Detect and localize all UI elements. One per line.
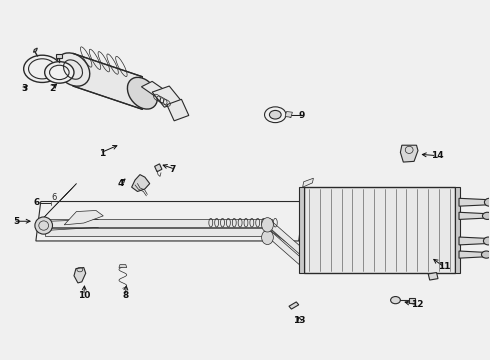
Polygon shape: [142, 81, 169, 99]
Ellipse shape: [35, 217, 52, 234]
Text: 6: 6: [51, 193, 56, 202]
Polygon shape: [74, 267, 86, 283]
Polygon shape: [132, 175, 150, 192]
Ellipse shape: [265, 107, 286, 123]
Ellipse shape: [391, 297, 400, 304]
Polygon shape: [428, 273, 438, 280]
Ellipse shape: [127, 77, 157, 109]
Polygon shape: [155, 164, 162, 172]
Ellipse shape: [270, 111, 281, 119]
Text: 2: 2: [49, 84, 55, 93]
Polygon shape: [167, 99, 189, 121]
Text: 5: 5: [13, 217, 19, 226]
Text: 12: 12: [411, 300, 424, 309]
Polygon shape: [409, 298, 415, 303]
Polygon shape: [267, 229, 301, 265]
Ellipse shape: [484, 237, 490, 245]
Polygon shape: [303, 178, 314, 187]
Polygon shape: [459, 237, 489, 245]
Polygon shape: [44, 184, 76, 218]
Ellipse shape: [45, 62, 74, 83]
Polygon shape: [299, 187, 304, 273]
Polygon shape: [265, 226, 304, 262]
Text: 8: 8: [122, 291, 128, 300]
Polygon shape: [304, 187, 455, 273]
Ellipse shape: [262, 218, 273, 232]
Polygon shape: [459, 212, 488, 220]
Polygon shape: [45, 219, 272, 226]
Ellipse shape: [482, 251, 490, 258]
Polygon shape: [33, 48, 37, 52]
Polygon shape: [285, 112, 293, 117]
Text: 1: 1: [99, 149, 106, 158]
Text: 7: 7: [169, 165, 175, 174]
Polygon shape: [289, 302, 299, 309]
Polygon shape: [64, 211, 103, 225]
Polygon shape: [272, 230, 304, 268]
Text: 10: 10: [77, 291, 90, 300]
Polygon shape: [119, 265, 127, 267]
Ellipse shape: [56, 53, 90, 86]
Text: 6: 6: [33, 198, 40, 207]
Ellipse shape: [262, 230, 273, 244]
Text: 3: 3: [21, 84, 27, 93]
Polygon shape: [36, 202, 304, 241]
Text: 13: 13: [294, 316, 306, 325]
Text: 14: 14: [431, 151, 443, 160]
Polygon shape: [459, 251, 487, 258]
Ellipse shape: [483, 212, 490, 220]
Text: 11: 11: [438, 262, 450, 271]
Polygon shape: [152, 86, 181, 107]
Polygon shape: [400, 145, 418, 162]
Polygon shape: [45, 228, 265, 235]
Polygon shape: [267, 219, 301, 254]
Polygon shape: [459, 198, 490, 206]
Ellipse shape: [485, 198, 490, 206]
Text: 9: 9: [299, 111, 305, 120]
Text: 4: 4: [117, 179, 123, 188]
Polygon shape: [73, 53, 143, 109]
Polygon shape: [455, 187, 460, 273]
Ellipse shape: [24, 55, 61, 82]
Polygon shape: [56, 54, 62, 58]
